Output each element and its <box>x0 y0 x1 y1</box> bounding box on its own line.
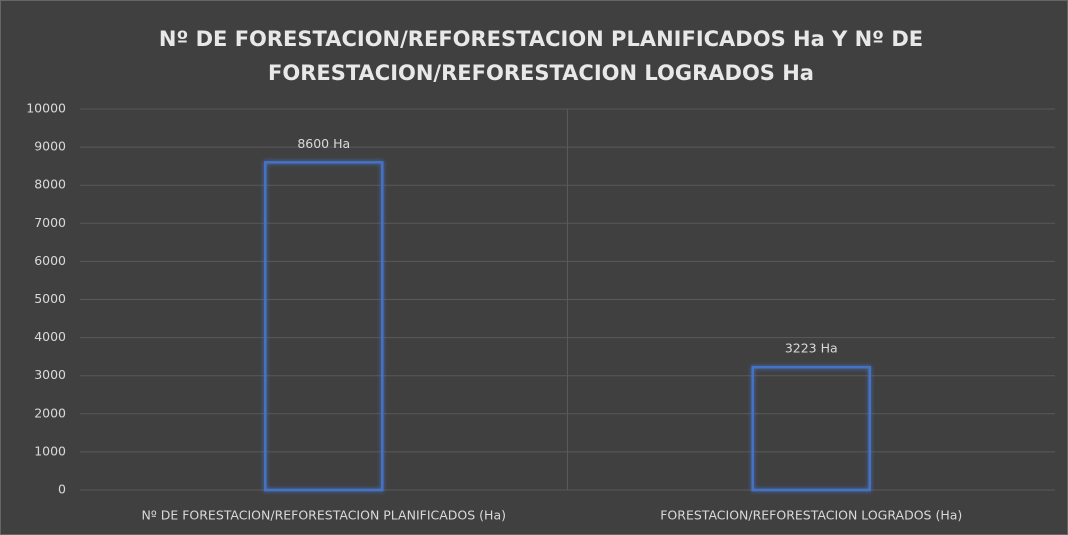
data-label: 8600 Ha <box>297 136 350 151</box>
y-tick-label: 5000 <box>34 291 66 306</box>
bar <box>751 365 871 492</box>
chart-title: Nº DE FORESTACION/REFORESTACION PLANIFIC… <box>159 27 923 51</box>
y-tick-label: 0 <box>58 482 66 497</box>
y-tick-label: 1000 <box>34 443 66 458</box>
chart-title: FORESTACION/REFORESTACION LOGRADOS Ha <box>268 61 814 85</box>
y-tick-label: 8000 <box>34 177 66 192</box>
y-tick-label: 7000 <box>34 215 66 230</box>
bar <box>264 161 384 492</box>
y-tick-label: 6000 <box>34 253 66 268</box>
y-tick-label: 10000 <box>26 101 66 116</box>
x-tick-label: Nº DE FORESTACION/REFORESTACION PLANIFIC… <box>142 508 507 523</box>
y-tick-label: 2000 <box>34 405 66 420</box>
y-tick-label: 4000 <box>34 329 66 344</box>
y-tick-label: 3000 <box>34 367 66 382</box>
x-tick-label: FORESTACION/REFORESTACION LOGRADOS (Ha) <box>660 508 962 523</box>
y-tick-label: 9000 <box>34 139 66 154</box>
data-label: 3223 Ha <box>785 341 838 356</box>
